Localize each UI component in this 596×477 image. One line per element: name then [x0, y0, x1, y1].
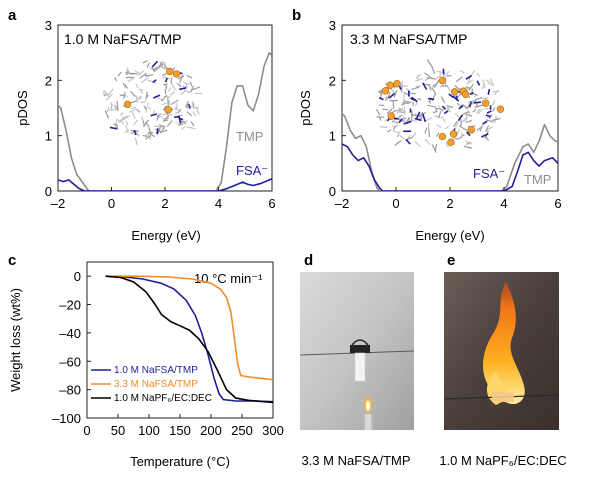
- y-tick-label-c: –40: [59, 326, 81, 341]
- x-tick-label-a: 4: [215, 196, 222, 211]
- series-line-a-1: [58, 178, 272, 191]
- legend-label-navy: 1.0 M NaFSA/TMP: [114, 365, 198, 376]
- y-axis-label-b: pDOS: [298, 90, 313, 126]
- y-tick-label-b: 3: [329, 18, 336, 33]
- y-tick-label-c: –80: [59, 383, 81, 398]
- panel-d: d 3.3 M NaFSA/TMP: [299, 252, 415, 468]
- x-axis-label-a: Energy (eV): [131, 228, 200, 243]
- panel-e: e 1.0 M NaPF₆/EC:DEC: [439, 252, 566, 468]
- series-group-b: [342, 112, 558, 191]
- panel-b-title: 3.3 M NaFSA/TMP: [350, 31, 467, 47]
- x-tick-label-a: 6: [268, 196, 275, 211]
- x-tick-label-c: 200: [200, 423, 222, 438]
- series-line-c-1: [105, 275, 273, 381]
- caption-e: 1.0 M NaPF₆/EC:DEC: [439, 453, 566, 468]
- series-line-c-0: [105, 275, 273, 403]
- caption-d: 3.3 M NaFSA/TMP: [301, 453, 410, 468]
- molecular-cluster-b: [375, 59, 505, 153]
- label-tmp-a: TMP: [236, 129, 263, 144]
- photo-nonflammable-test: [299, 272, 415, 430]
- y-tick-label-c: –100: [52, 411, 81, 426]
- x-tick-label-a: –2: [51, 196, 65, 211]
- label-tmp-b: TMP: [524, 172, 551, 187]
- photo-flammable-test: [443, 272, 560, 430]
- legend-label-black: 1.0 M NaPF₆/EC:DEC: [114, 393, 212, 404]
- y-tick-label-c: –60: [59, 354, 81, 369]
- x-tick-label-a: 0: [108, 196, 115, 211]
- x-axis-label-c: Temperature (°C): [130, 454, 230, 469]
- label-fsa-b: FSA⁻: [473, 166, 505, 181]
- axis-ticks-c: 0 50 100 150 200 250 300 0 –20 –40 –60 –80 –100: [52, 269, 284, 438]
- panel-letter-a: a: [8, 7, 17, 24]
- x-tick-label-b: 6: [554, 196, 561, 211]
- x-tick-label-b: 0: [392, 196, 399, 211]
- x-tick-label-c: 250: [231, 423, 253, 438]
- x-tick-label-c: 100: [138, 423, 160, 438]
- panel-a-title: 1.0 M NaFSA/TMP: [64, 31, 181, 47]
- x-tick-label-b: –2: [335, 196, 349, 211]
- series-line-b-1: [342, 143, 558, 191]
- y-tick-label-b: 2: [329, 73, 336, 88]
- x-tick-label-c: 300: [262, 423, 284, 438]
- y-axis-label-c: Weight loss (wt%): [8, 288, 23, 392]
- series-line-b-0: [342, 112, 558, 191]
- x-tick-label-b: 2: [446, 196, 453, 211]
- panel-letter-b: b: [292, 7, 301, 24]
- series-group-a: [58, 51, 272, 191]
- x-tick-label-b: 4: [500, 196, 507, 211]
- y-tick-label-a: 2: [45, 73, 52, 88]
- legend-c: 1.0 M NaFSA/TMP 3.3 M NaFSA/TMP 1.0 M Na…: [91, 365, 212, 404]
- series-line-a-0: [58, 51, 272, 191]
- y-tick-label-a: 3: [45, 18, 52, 33]
- legend-label-orange: 3.3 M NaFSA/TMP: [114, 379, 198, 390]
- x-tick-label-c: 50: [111, 423, 125, 438]
- y-axis-label-a: pDOS: [15, 90, 30, 126]
- y-tick-label-c: –20: [59, 298, 81, 313]
- x-tick-label-a: 2: [161, 196, 168, 211]
- x-tick-label-c: 150: [169, 423, 191, 438]
- y-tick-label-c: 0: [74, 269, 81, 284]
- series-group-c: [105, 275, 273, 404]
- panel-letter-c: c: [8, 252, 16, 269]
- series-line-c-2: [105, 275, 273, 404]
- y-tick-label-b: 1: [329, 129, 336, 144]
- x-axis-label-b: Energy (eV): [415, 228, 484, 243]
- panel-c: c 10 °C min⁻¹ 1.0 M NaFSA/TMP 3.3 M NaFS…: [8, 252, 284, 469]
- molecular-cluster-a: [102, 60, 203, 146]
- y-tick-label-a: 0: [45, 184, 52, 199]
- panel-letter-e: e: [447, 252, 455, 269]
- panel-letter-d: d: [304, 252, 313, 269]
- y-tick-label-a: 1: [45, 129, 52, 144]
- x-tick-label-c: 0: [83, 423, 90, 438]
- plot-frame-b: [341, 24, 559, 192]
- label-fsa-a: FSA⁻: [236, 163, 268, 178]
- y-tick-label-b: 0: [329, 184, 336, 199]
- annotation-rate: 10 °C min⁻¹: [194, 271, 263, 286]
